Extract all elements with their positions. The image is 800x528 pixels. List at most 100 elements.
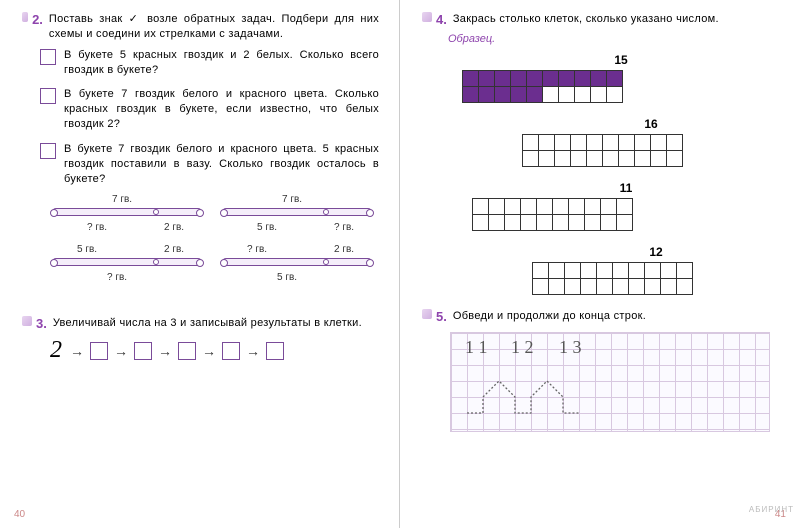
- answer-box-1[interactable]: [90, 342, 108, 360]
- answer-box-5[interactable]: [266, 342, 284, 360]
- cell[interactable]: [603, 135, 619, 151]
- checkbox-1[interactable]: [40, 49, 56, 65]
- cell[interactable]: [613, 263, 629, 279]
- cell[interactable]: [527, 71, 543, 87]
- cell[interactable]: [569, 215, 585, 231]
- cell[interactable]: [571, 135, 587, 151]
- cell[interactable]: [463, 87, 479, 103]
- cell[interactable]: [619, 135, 635, 151]
- cell[interactable]: [585, 199, 601, 215]
- cell[interactable]: [549, 263, 565, 279]
- cell[interactable]: [511, 71, 527, 87]
- checkbox-3[interactable]: [40, 143, 56, 159]
- cell[interactable]: [527, 87, 543, 103]
- cell[interactable]: [539, 135, 555, 151]
- cell[interactable]: [619, 151, 635, 167]
- cell[interactable]: [635, 151, 651, 167]
- cell[interactable]: [607, 87, 623, 103]
- cell[interactable]: [523, 135, 539, 151]
- cell[interactable]: [603, 151, 619, 167]
- cell[interactable]: [521, 199, 537, 215]
- cell-grid[interactable]: [462, 70, 623, 103]
- cell[interactable]: [565, 263, 581, 279]
- grid-12: 12: [532, 245, 780, 295]
- cell[interactable]: [629, 263, 645, 279]
- cell[interactable]: [533, 279, 549, 295]
- cell[interactable]: [569, 199, 585, 215]
- cell[interactable]: [555, 151, 571, 167]
- cell[interactable]: [667, 135, 683, 151]
- cell[interactable]: [479, 87, 495, 103]
- cell[interactable]: [505, 215, 521, 231]
- cell[interactable]: [617, 199, 633, 215]
- cell[interactable]: [635, 135, 651, 151]
- cell[interactable]: [489, 199, 505, 215]
- cell[interactable]: [473, 199, 489, 215]
- cell[interactable]: [479, 71, 495, 87]
- s4-tl: ? гв.: [247, 244, 267, 255]
- cell[interactable]: [537, 215, 553, 231]
- cell[interactable]: [575, 71, 591, 87]
- cell[interactable]: [677, 263, 693, 279]
- cell[interactable]: [581, 279, 597, 295]
- cell[interactable]: [607, 71, 623, 87]
- cell-grid[interactable]: [522, 134, 683, 167]
- cell[interactable]: [613, 279, 629, 295]
- cell[interactable]: [523, 151, 539, 167]
- cell[interactable]: [581, 263, 597, 279]
- cell[interactable]: [495, 71, 511, 87]
- cell[interactable]: [651, 135, 667, 151]
- graph-paper[interactable]: 1 1 1 2 1 3: [450, 332, 770, 432]
- cell[interactable]: [645, 263, 661, 279]
- s1-left: ? гв.: [87, 222, 107, 233]
- cell[interactable]: [543, 71, 559, 87]
- cell[interactable]: [587, 151, 603, 167]
- cell[interactable]: [677, 279, 693, 295]
- cell[interactable]: [473, 215, 489, 231]
- answer-box-3[interactable]: [178, 342, 196, 360]
- cell[interactable]: [667, 151, 683, 167]
- cell[interactable]: [629, 279, 645, 295]
- cell[interactable]: [661, 263, 677, 279]
- cell[interactable]: [543, 87, 559, 103]
- cell[interactable]: [559, 87, 575, 103]
- cell[interactable]: [601, 199, 617, 215]
- cell[interactable]: [505, 199, 521, 215]
- cell[interactable]: [597, 279, 613, 295]
- cell-grid[interactable]: [532, 262, 693, 295]
- answer-box-4[interactable]: [222, 342, 240, 360]
- cell[interactable]: [601, 215, 617, 231]
- cell[interactable]: [597, 263, 613, 279]
- cell[interactable]: [549, 279, 565, 295]
- cell[interactable]: [661, 279, 677, 295]
- cell[interactable]: [575, 87, 591, 103]
- cell[interactable]: [587, 135, 603, 151]
- s2-left: 5 гв.: [257, 222, 277, 233]
- cell[interactable]: [539, 151, 555, 167]
- grid-15: 15: [462, 53, 780, 103]
- cell[interactable]: [537, 199, 553, 215]
- cell[interactable]: [565, 279, 581, 295]
- cell[interactable]: [651, 151, 667, 167]
- cell[interactable]: [559, 71, 575, 87]
- checkbox-2[interactable]: [40, 88, 56, 104]
- check-text-2: В букете 7 гвоздик белого и красного цве…: [64, 87, 379, 132]
- cell[interactable]: [591, 71, 607, 87]
- cell[interactable]: [533, 263, 549, 279]
- cell[interactable]: [463, 71, 479, 87]
- answer-box-2[interactable]: [134, 342, 152, 360]
- cell[interactable]: [571, 151, 587, 167]
- cell[interactable]: [591, 87, 607, 103]
- cell[interactable]: [511, 87, 527, 103]
- cell[interactable]: [645, 279, 661, 295]
- cell[interactable]: [521, 215, 537, 231]
- cell-grid[interactable]: [472, 198, 633, 231]
- cell[interactable]: [553, 215, 569, 231]
- cell[interactable]: [495, 87, 511, 103]
- check-item-3: В букете 7 гвоздик белого и красного цве…: [40, 142, 379, 187]
- cell[interactable]: [555, 135, 571, 151]
- cell[interactable]: [617, 215, 633, 231]
- cell[interactable]: [585, 215, 601, 231]
- cell[interactable]: [553, 199, 569, 215]
- cell[interactable]: [489, 215, 505, 231]
